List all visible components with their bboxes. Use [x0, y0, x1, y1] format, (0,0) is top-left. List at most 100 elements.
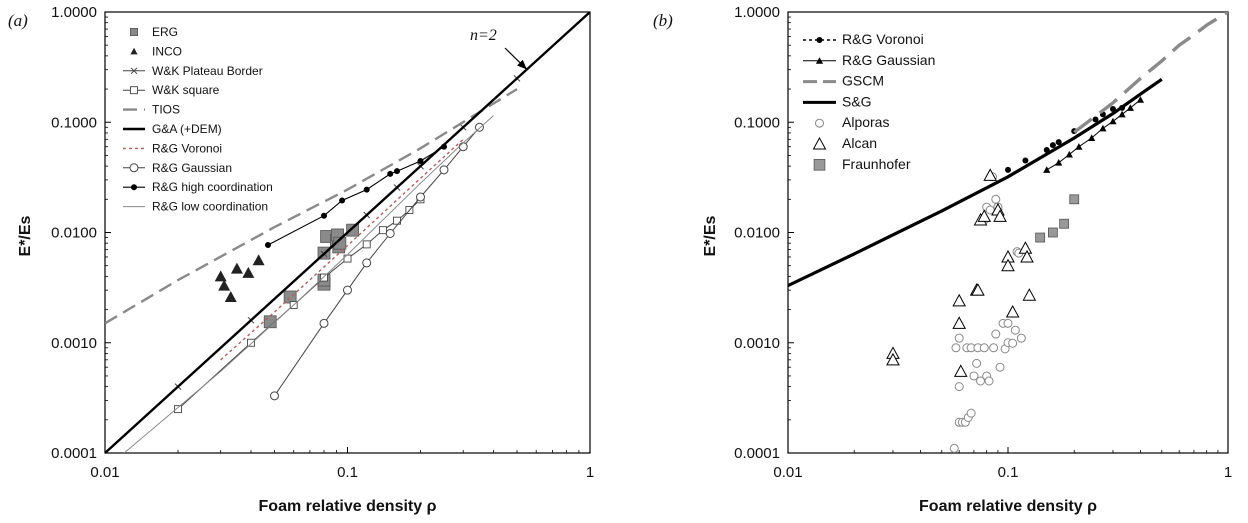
B-series-r-g-voronoi-point [1109, 105, 1116, 112]
A-series-r-g-high-coordination-line [267, 146, 445, 246]
B-series-alporas-point [954, 382, 964, 392]
B-series-alporas-point [972, 358, 982, 368]
B-series-r-g-gaussian-point [1118, 110, 1126, 118]
B-series-alcan-point [977, 209, 992, 222]
panel-a-y-axis-label: E*/Es [17, 215, 34, 256]
A-series-inco-point [230, 262, 243, 274]
B-series-alporas-point [969, 371, 979, 381]
B-series-gscm-line [1073, 12, 1228, 134]
B-series-r-g-gaussian-point [1088, 134, 1096, 141]
A-series-r-g-voronoi-line [220, 138, 464, 361]
B-series-alporas-point [1003, 318, 1013, 328]
A-series-w-k-square-point [247, 338, 255, 347]
B-x-tick-label: 1 [1224, 464, 1232, 481]
A-series-tios-line [105, 88, 518, 325]
A-series-r-g-gaussian-point [458, 142, 468, 152]
B-x-tick-label: 0.1 [998, 464, 1019, 481]
B-legend-alcan-marker [812, 136, 827, 150]
B-series-alporas-point [1010, 325, 1020, 335]
A-legend-erg-label: ERG [152, 25, 178, 39]
B-series-alporas-point [966, 408, 976, 418]
A-legend-w-k-plateau-border-label: W&K Plateau Border [152, 64, 263, 78]
panel-a-series [105, 12, 590, 453]
A-series-r-g-gaussian-line [274, 126, 480, 397]
B-series-r-g-gaussian-point [1065, 150, 1073, 158]
A-series-w-k-square-point [174, 405, 182, 414]
A-series-inco-point [214, 270, 227, 282]
B-legend-alporas-label: Alporas [842, 114, 889, 130]
A-series-r-g-gaussian-point [415, 192, 425, 202]
A-series-r-g-high-coordination-point [339, 197, 346, 204]
B-legend-gscm-label: GSCM [842, 73, 884, 89]
B-series-r-g-voronoi-point [1005, 166, 1011, 173]
A-series-r-g-gaussian-point [343, 285, 352, 295]
A-legend-tios-label: TIOS [152, 103, 180, 117]
A-series-g-a-dem-line [105, 12, 590, 453]
panel-b-legend: R&G Voronoi R&G Gaussian GSCM S&G Alporas Alc… [803, 31, 935, 172]
panel-b-series [788, 12, 1228, 453]
B-series-alporas-point [976, 376, 986, 386]
panel-b-y-axis-label: E*/Es [702, 215, 719, 256]
B-series-alcan-point [953, 364, 968, 377]
B-series-r-g-voronoi-point [1022, 157, 1029, 164]
A-y-tick-label: 0.1000 [51, 114, 97, 131]
panel-a-annotation: n=2 [470, 27, 497, 44]
B-series-r-g-gaussian-point [1109, 117, 1117, 125]
A-series-r-g-low-coordination-line [123, 115, 494, 453]
B-series-r-g-gaussian-point [1099, 124, 1107, 132]
B-series-alporas-point [949, 443, 959, 453]
B-series-alcan-point [1001, 258, 1015, 272]
B-legend-alcan-label: Alcan [842, 135, 877, 151]
A-y-tick-label: 0.0010 [51, 335, 97, 352]
B-legend-alporas-marker [815, 118, 824, 128]
panel-a-legend: ERG INCO W&K Plateau Border W&K square TIOS G… [123, 25, 273, 214]
B-series-alporas-point [984, 376, 994, 386]
A-series-inco-point [242, 266, 255, 278]
B-series-r-g-gaussian-point [1075, 143, 1083, 150]
B-y-tick-label: 0.0010 [734, 335, 780, 352]
A-series-r-g-gaussian-point [474, 122, 484, 132]
B-series-s-g-line [788, 77, 1163, 288]
A-legend-inco-label: INCO [152, 44, 182, 58]
B-series-r-g-gaussian-point [1126, 104, 1134, 111]
B-series-alcan-point [1005, 304, 1020, 318]
A-series-r-g-high-coordination-point [387, 170, 394, 177]
A-y-tick-label: 1.0000 [51, 4, 97, 21]
A-legend-inco-marker [130, 47, 138, 55]
A-legend-r-g-gaussian-marker [129, 163, 139, 173]
B-series-alcan-point [983, 168, 998, 181]
A-series-g-a-dem [105, 12, 590, 453]
A-series-tios [105, 88, 518, 325]
A-series-w-k-square-point [320, 273, 328, 282]
B-series-alporas-point [951, 343, 961, 353]
A-series-r-g-gaussian-point [439, 165, 449, 175]
B-legend-r-g-gaussian-label: R&G Gaussian [842, 52, 935, 68]
A-series-r-g-gaussian [270, 122, 484, 401]
panel-b-axes: 0.0001 0.0010 0.0100 0.1000 1.0000 0.01 0.1 1 [734, 4, 1232, 481]
A-series-inco-point [252, 254, 265, 266]
A-y-tick-label: 0.0100 [51, 225, 97, 242]
B-series-r-g-gaussian-point [1055, 159, 1063, 166]
B-legend-fraunhofer-label: Fraunhofer [842, 156, 911, 172]
B-series-alcan-point [971, 283, 985, 296]
panel-b-label: (b) [653, 11, 673, 30]
A-series-inco-point [218, 279, 231, 291]
A-legend-g-a-dem-label: G&A (+DEM) [152, 122, 222, 136]
B-series-alporas-point [991, 194, 1001, 204]
B-series-alporas-point [991, 329, 1001, 339]
B-series-r-g-voronoi-point [1049, 142, 1056, 149]
B-series-gscm [1073, 12, 1228, 134]
A-legend-r-g-voronoi-label: R&G Voronoi [152, 141, 222, 155]
B-legend-r-g-voronoi-label: R&G Voronoi [842, 31, 924, 47]
B-x-tick-label: 0.01 [773, 464, 802, 481]
A-x-tick-label: 0.1 [337, 464, 358, 481]
B-series-r-g-voronoi-point [1092, 116, 1099, 123]
panel-a-annotation-arrowhead [517, 59, 528, 70]
panel-a-axes: 0.0001 0.0010 0.0100 0.1000 1.0000 0.01 0.1 1 [51, 4, 594, 481]
A-series-r-g-gaussian-point [319, 318, 329, 328]
B-series-alcan-point [886, 352, 900, 366]
A-series-r-g-high-coordination [264, 143, 448, 249]
B-series-alcan-point [993, 209, 1007, 222]
